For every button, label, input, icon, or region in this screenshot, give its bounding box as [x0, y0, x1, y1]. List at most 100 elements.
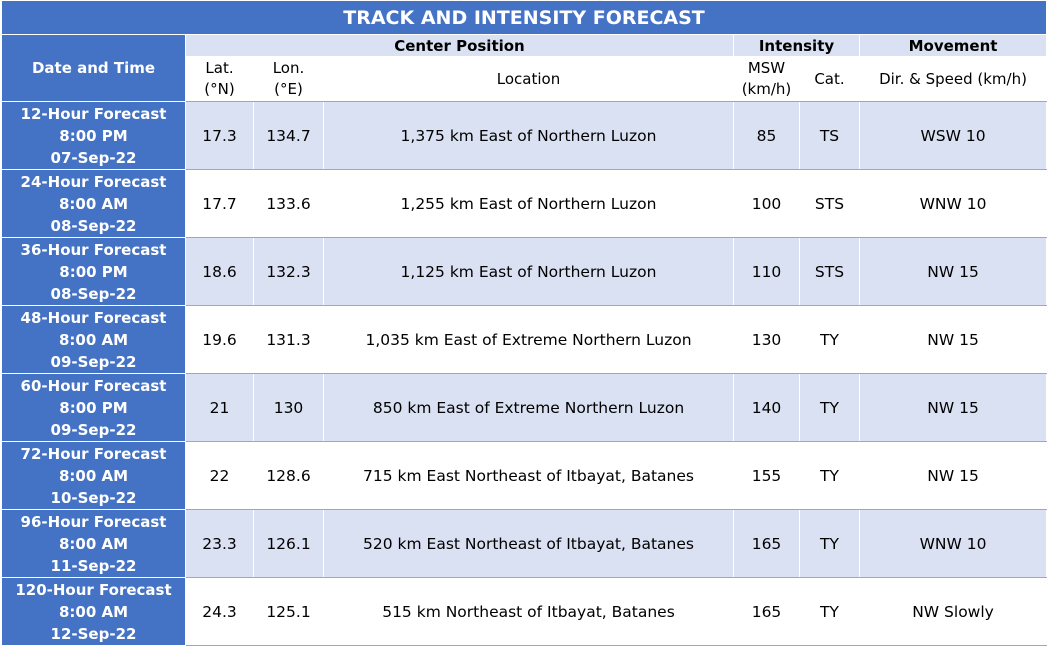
table-row: 48-Hour Forecast 8:00 AM 09-Sep-22 19.6 … [1, 305, 1047, 374]
table-row: 60-Hour Forecast 8:00 PM 09-Sep-22 21 13… [1, 373, 1047, 442]
forecast-period: 24-Hour Forecast [20, 172, 167, 191]
forecast-date: 08-Sep-22 [50, 216, 137, 235]
msw-cell: 140 [733, 373, 800, 442]
forecast-period: 120-Hour Forecast [15, 580, 172, 599]
category-cell: TS [799, 101, 860, 170]
lat-cell: 24.3 [185, 577, 254, 646]
category-cell: TY [799, 441, 860, 510]
lat-cell: 18.6 [185, 237, 254, 306]
msw-header: MSW (km/h) [733, 56, 800, 102]
msw-cell: 85 [733, 101, 800, 170]
category-cell: TY [799, 373, 860, 442]
lat-cell: 21 [185, 373, 254, 442]
lat-header-label: Lat. [205, 59, 234, 77]
forecast-period: 96-Hour Forecast [20, 512, 167, 531]
forecast-date: 08-Sep-22 [50, 284, 137, 303]
forecast-date: 07-Sep-22 [50, 148, 137, 167]
forecast-time: 8:00 AM [58, 466, 129, 485]
lat-header: Lat. (°N) [185, 56, 254, 102]
table-title: TRACK AND INTENSITY FORECAST [0, 0, 1047, 35]
movement-cell: NW Slowly [858, 577, 1047, 646]
movement-cell: NW 15 [858, 373, 1047, 442]
forecast-period-cell: 36-Hour Forecast 8:00 PM 08-Sep-22 [1, 237, 186, 306]
forecast-time: 8:00 AM [58, 330, 129, 349]
lat-cell: 22 [185, 441, 254, 510]
lat-cell: 19.6 [185, 305, 254, 374]
forecast-time: 8:00 PM [59, 398, 128, 417]
forecast-date: 09-Sep-22 [50, 352, 137, 371]
forecast-time: 8:00 AM [58, 534, 129, 553]
lon-cell: 130 [253, 373, 324, 442]
msw-cell: 110 [733, 237, 800, 306]
lon-header-unit: (°E) [274, 80, 303, 98]
lon-header: Lon. (°E) [253, 56, 324, 102]
movement-cell: NW 15 [858, 441, 1047, 510]
forecast-period: 72-Hour Forecast [20, 444, 167, 463]
table-row: 96-Hour Forecast 8:00 AM 11-Sep-22 23.3 … [1, 509, 1047, 578]
lon-cell: 133.6 [253, 169, 324, 238]
lon-cell: 125.1 [253, 577, 324, 646]
location-cell: 515 km Northeast of Itbayat, Batanes [323, 577, 734, 646]
forecast-date: 12-Sep-22 [50, 624, 137, 643]
location-cell: 1,375 km East of Northern Luzon [323, 101, 734, 170]
location-cell: 715 km East Northeast of Itbayat, Batane… [323, 441, 734, 510]
forecast-period-cell: 48-Hour Forecast 8:00 AM 09-Sep-22 [1, 305, 186, 374]
movement-cell: NW 15 [858, 237, 1047, 306]
msw-cell: 165 [733, 577, 800, 646]
lon-header-label: Lon. [272, 59, 305, 77]
lon-cell: 128.6 [253, 441, 324, 510]
movement-header: Movement [858, 34, 1047, 57]
location-cell: 1,125 km East of Northern Luzon [323, 237, 734, 306]
table-row: 72-Hour Forecast 8:00 AM 10-Sep-22 22 12… [1, 441, 1047, 510]
category-cell: STS [799, 237, 860, 306]
location-cell: 520 km East Northeast of Itbayat, Batane… [323, 509, 734, 578]
forecast-time: 8:00 AM [58, 602, 129, 621]
location-cell: 1,035 km East of Extreme Northern Luzon [323, 305, 734, 374]
msw-cell: 165 [733, 509, 800, 578]
center-position-header: Center Position [185, 34, 734, 57]
movement-cell: WNW 10 [858, 509, 1047, 578]
forecast-date: 09-Sep-22 [50, 420, 137, 439]
forecast-period-cell: 120-Hour Forecast 8:00 AM 12-Sep-22 [1, 577, 186, 646]
table-row: 120-Hour Forecast 8:00 AM 12-Sep-22 24.3… [1, 577, 1047, 646]
table-row: 24-Hour Forecast 8:00 AM 08-Sep-22 17.7 … [1, 169, 1047, 238]
forecast-period-cell: 24-Hour Forecast 8:00 AM 08-Sep-22 [1, 169, 186, 238]
category-cell: STS [799, 169, 860, 238]
forecast-period-cell: 12-Hour Forecast 8:00 PM 07-Sep-22 [1, 101, 186, 170]
location-cell: 850 km East of Extreme Northern Luzon [323, 373, 734, 442]
date-time-header: Date and Time [1, 34, 186, 102]
movement-cell: WNW 10 [858, 169, 1047, 238]
lat-cell: 23.3 [185, 509, 254, 578]
forecast-rows: 12-Hour Forecast 8:00 PM 07-Sep-22 17.3 … [1, 101, 1047, 646]
lat-cell: 17.3 [185, 101, 254, 170]
msw-header-label: MSW [747, 59, 786, 77]
lon-cell: 132.3 [253, 237, 324, 306]
msw-cell: 155 [733, 441, 800, 510]
forecast-time: 8:00 PM [59, 126, 128, 145]
forecast-date: 10-Sep-22 [50, 488, 137, 507]
forecast-period: 48-Hour Forecast [20, 308, 167, 327]
table-row: 12-Hour Forecast 8:00 PM 07-Sep-22 17.3 … [1, 101, 1047, 170]
movement-cell: NW 15 [858, 305, 1047, 374]
dir-speed-header: Dir. & Speed (km/h) [858, 56, 1047, 102]
location-header: Location [323, 56, 734, 102]
forecast-period-cell: 72-Hour Forecast 8:00 AM 10-Sep-22 [1, 441, 186, 510]
category-header: Cat. [799, 56, 860, 102]
table-row: 36-Hour Forecast 8:00 PM 08-Sep-22 18.6 … [1, 237, 1047, 306]
forecast-period: 60-Hour Forecast [20, 376, 167, 395]
lon-cell: 126.1 [253, 509, 324, 578]
movement-cell: WSW 10 [858, 101, 1047, 170]
lon-cell: 134.7 [253, 101, 324, 170]
forecast-time: 8:00 AM [58, 194, 129, 213]
forecast-period: 12-Hour Forecast [20, 104, 167, 123]
lat-header-unit: (°N) [204, 80, 235, 98]
forecast-period: 36-Hour Forecast [20, 240, 167, 259]
forecast-period-cell: 60-Hour Forecast 8:00 PM 09-Sep-22 [1, 373, 186, 442]
msw-header-unit: (km/h) [741, 80, 792, 98]
lon-cell: 131.3 [253, 305, 324, 374]
forecast-period-cell: 96-Hour Forecast 8:00 AM 11-Sep-22 [1, 509, 186, 578]
msw-cell: 130 [733, 305, 800, 374]
forecast-time: 8:00 PM [59, 262, 128, 281]
location-cell: 1,255 km East of Northern Luzon [323, 169, 734, 238]
